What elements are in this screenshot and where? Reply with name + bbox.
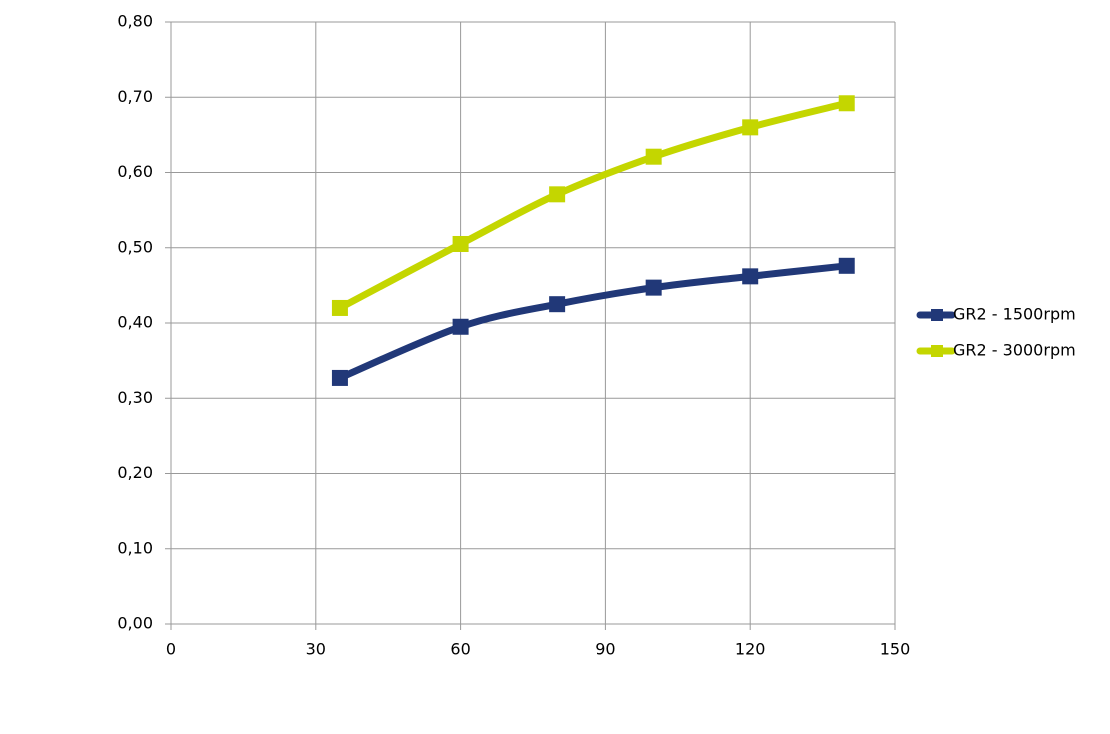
point-marker bbox=[549, 296, 566, 313]
x-tick-label: 90 bbox=[595, 640, 615, 659]
y-tick-label: 0,10 bbox=[117, 538, 153, 557]
legend-marker bbox=[931, 345, 943, 357]
x-tick-label: 0 bbox=[166, 640, 176, 659]
point-marker bbox=[742, 119, 759, 136]
y-tick-label: 0,00 bbox=[117, 614, 153, 633]
point-marker bbox=[549, 186, 566, 203]
y-tick-label: 0,50 bbox=[117, 237, 153, 256]
legend-label: GR2 - 3000rpm bbox=[953, 341, 1076, 360]
x-tick-label: 120 bbox=[735, 640, 766, 659]
y-tick-label: 0,80 bbox=[117, 12, 153, 31]
legend-label: GR2 - 1500rpm bbox=[953, 305, 1076, 324]
point-marker bbox=[331, 369, 348, 386]
point-marker bbox=[645, 148, 662, 165]
point-marker bbox=[452, 235, 469, 252]
series-line bbox=[338, 262, 848, 382]
y-tick-label: 0,70 bbox=[117, 87, 153, 106]
y-tick-label: 0,60 bbox=[117, 162, 153, 181]
point-marker bbox=[452, 318, 469, 335]
x-tick-label: 30 bbox=[306, 640, 326, 659]
y-tick-label: 0,30 bbox=[117, 388, 153, 407]
point-marker bbox=[838, 257, 855, 274]
point-marker bbox=[645, 279, 662, 296]
legend-marker bbox=[931, 309, 943, 321]
point-marker bbox=[742, 268, 759, 285]
y-tick-label: 0,20 bbox=[117, 463, 153, 482]
x-tick-label: 60 bbox=[450, 640, 470, 659]
x-tick-label: 150 bbox=[880, 640, 911, 659]
point-marker bbox=[331, 299, 348, 316]
point-marker bbox=[838, 95, 855, 112]
y-tick-label: 0,40 bbox=[117, 313, 153, 332]
